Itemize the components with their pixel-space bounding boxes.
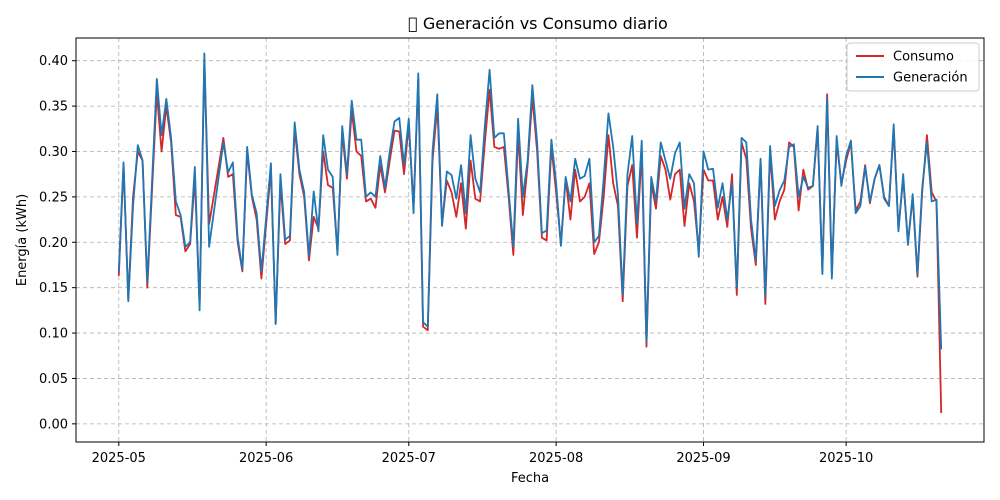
plot-area (76, 38, 984, 442)
y-tick-label: 0.30 (39, 145, 68, 160)
plot-frame (75, 37, 985, 443)
x-axis-label: Fecha (511, 471, 549, 486)
y-tick-label: 0.35 (39, 100, 68, 115)
legend-label: Consumo (893, 50, 954, 65)
x-tick-label: 2025-07 (382, 451, 436, 466)
x-tick-label: 2025-10 (819, 451, 873, 466)
x-axis: 2025-05 2025-06 2025-07 2025-08 2025-09 2025-… (92, 442, 873, 466)
legend: Consumo Generación (846, 42, 980, 92)
y-tick-label: 0.10 (39, 327, 68, 342)
y-tick-label: 0.00 (39, 417, 68, 432)
y-tick-label: 0.05 (39, 372, 68, 387)
x-tick-label: 2025-06 (239, 451, 293, 466)
chart-title: 􏿾 Generación vs Consumo diario (408, 14, 668, 33)
series-layer (117, 52, 943, 413)
x-tick-label: 2025-09 (676, 451, 730, 466)
grid (76, 38, 984, 442)
legend-label: Generación (893, 71, 968, 86)
y-tick-label: 0.15 (39, 281, 68, 296)
series-line-generacion (117, 52, 943, 350)
y-tick-label: 0.25 (39, 190, 68, 205)
y-axis-label: Energía (kWh) (15, 194, 30, 286)
y-tick-label: 0.20 (39, 236, 68, 251)
y-axis: 0.00 0.05 0.10 0.15 0.20 0.25 0.30 0.35 0.40 (39, 54, 76, 432)
x-tick-label: 2025-08 (529, 451, 583, 466)
x-tick-label: 2025-05 (92, 451, 146, 466)
y-tick-label: 0.40 (39, 54, 68, 69)
